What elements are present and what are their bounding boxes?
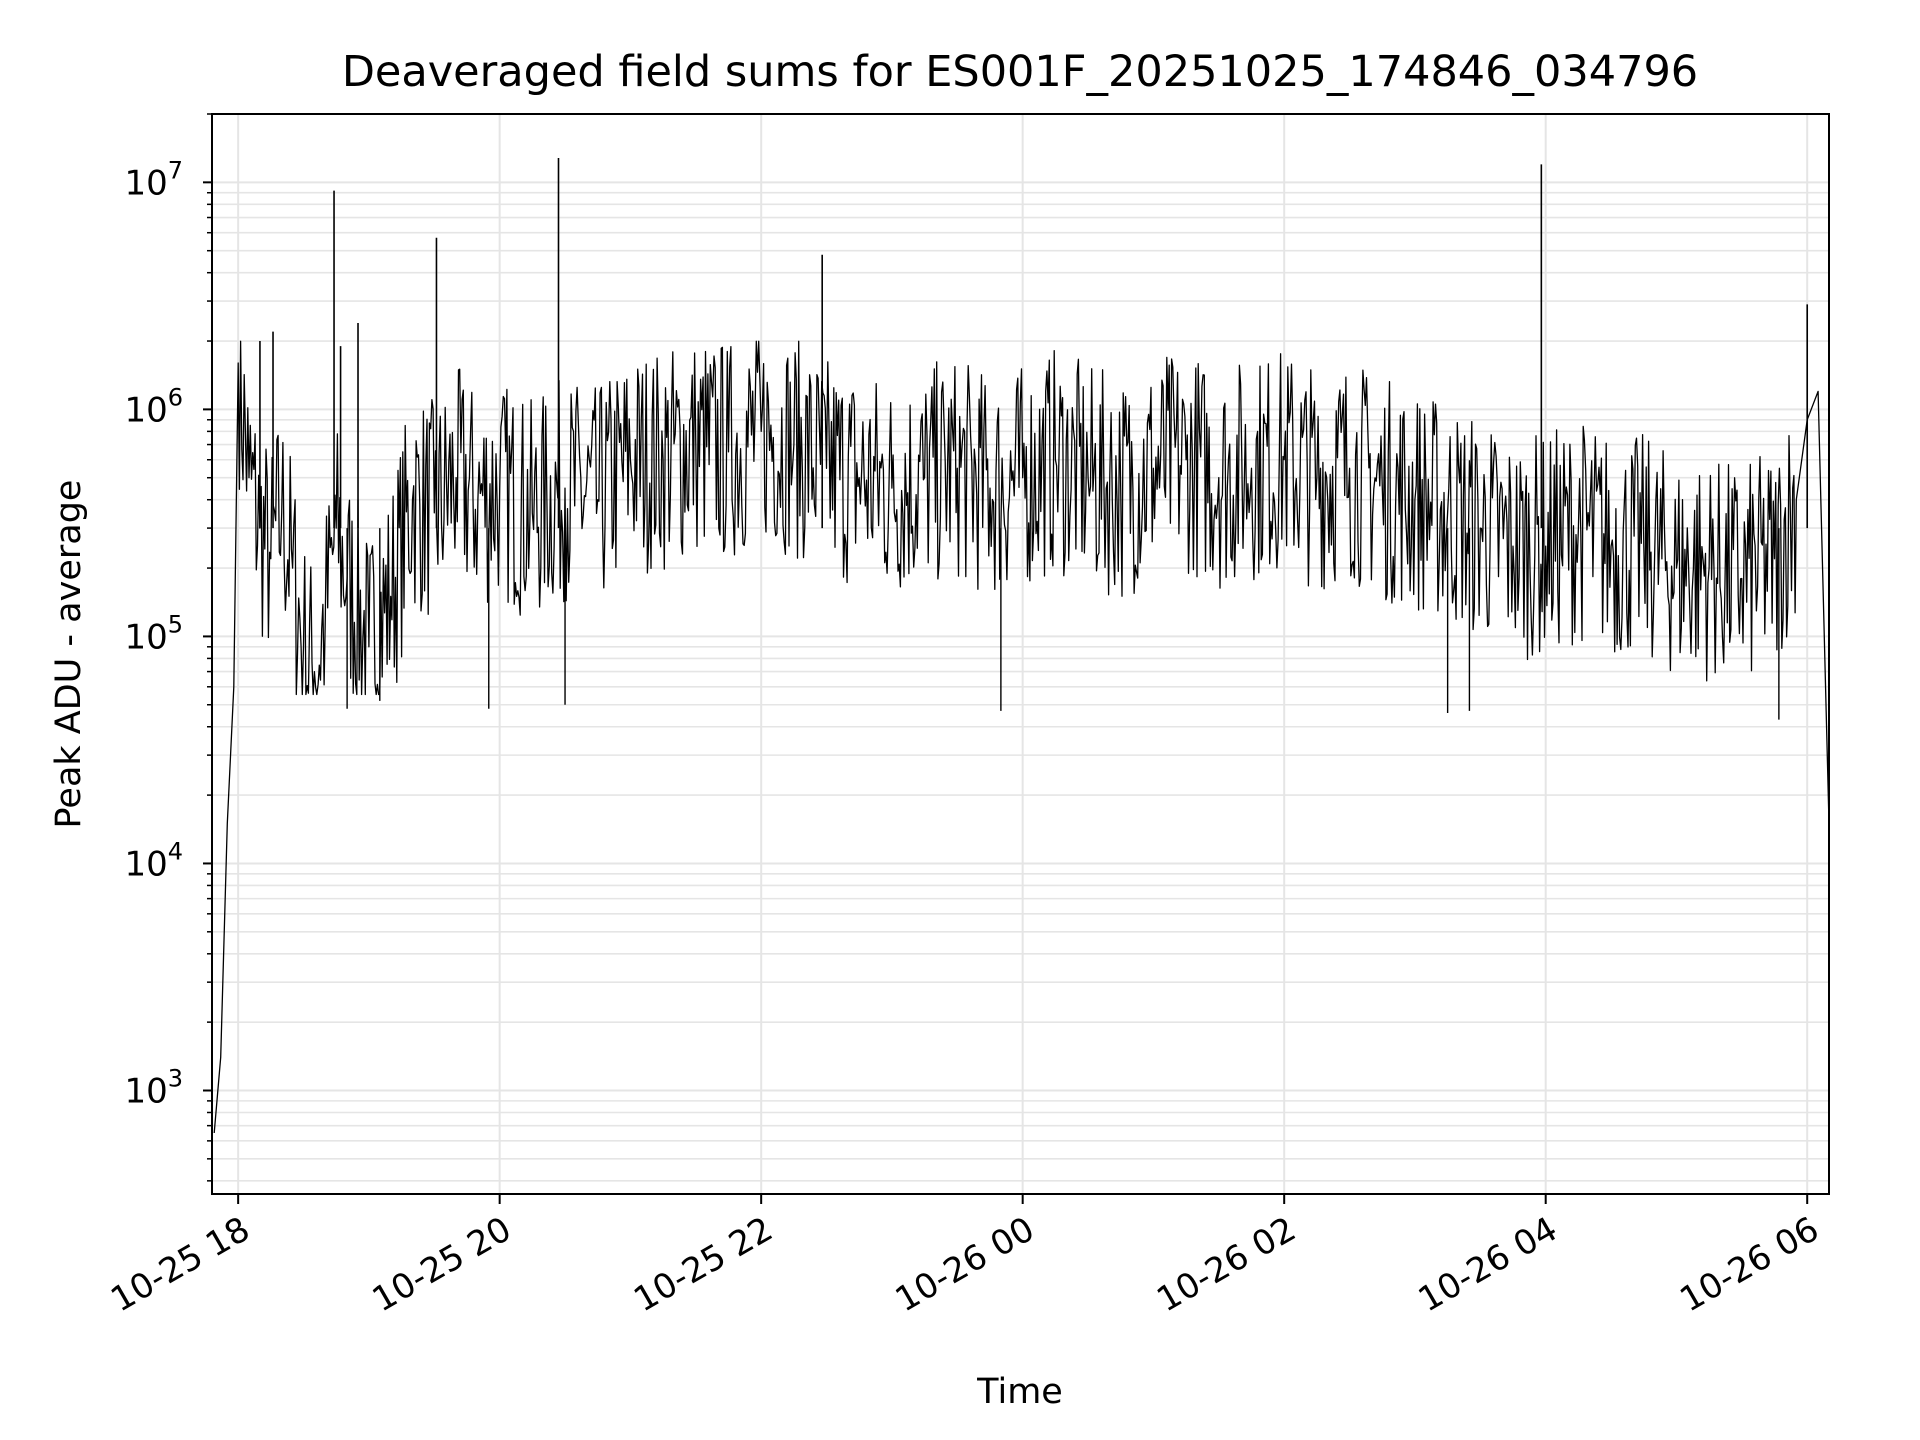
series-line <box>213 340 1830 1134</box>
y-tick-label: 104 <box>124 837 183 884</box>
grid <box>212 113 1829 1194</box>
plot-frame <box>211 113 1830 1195</box>
series-layer <box>213 158 1830 1134</box>
y-tick-label: 106 <box>124 383 183 430</box>
y-tick-label: 103 <box>124 1064 183 1111</box>
y-tick-label: 105 <box>124 610 183 657</box>
y-tick-label: 107 <box>124 156 183 203</box>
y-axis-title: Peak ADU - average <box>49 480 89 829</box>
y-axis: 103 104 105 106 107 <box>124 113 212 1182</box>
chart-title: Deaveraged field sums for ES001F_2025102… <box>342 47 1698 97</box>
x-axis-title: Time <box>976 1372 1063 1412</box>
